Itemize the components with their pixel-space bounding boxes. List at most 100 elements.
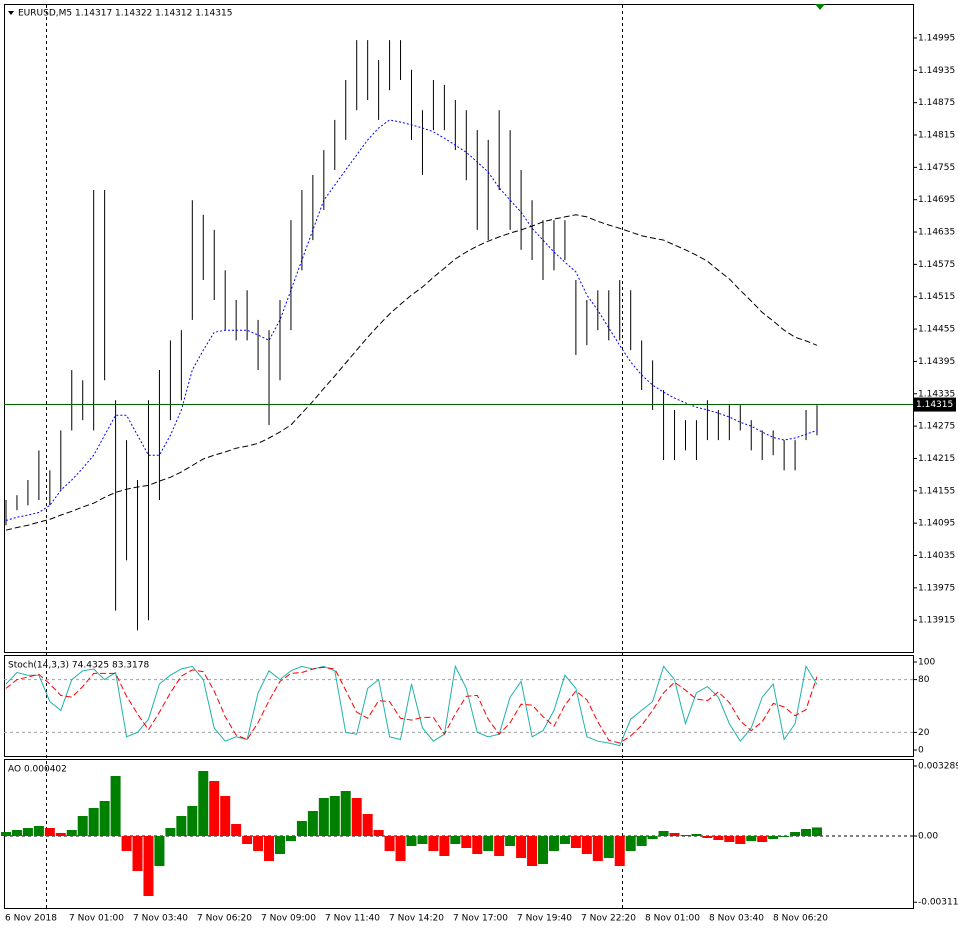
ao-column <box>209 781 220 837</box>
x-tick-label: 7 Nov 03:40 <box>133 914 188 924</box>
ao-column <box>318 797 329 837</box>
y-tick-label: 1.14155 <box>918 486 955 496</box>
y-tick-label: 1.14275 <box>918 422 955 432</box>
ao-column <box>55 832 66 837</box>
y-tick-label: 1.14815 <box>918 131 955 141</box>
y-tick-label: 1.14095 <box>918 519 955 529</box>
ao-column <box>274 836 285 855</box>
ao-column <box>33 825 44 837</box>
ao-column <box>472 836 483 855</box>
ao-column <box>735 836 746 845</box>
ao-column <box>307 810 318 837</box>
ao-column <box>253 836 264 852</box>
y-tick-label: 1.14875 <box>918 98 955 108</box>
x-tick-label: 7 Nov 19:40 <box>517 914 572 924</box>
y-tick-label: 1.13915 <box>918 616 955 626</box>
y-tick-label: 1.14395 <box>918 357 955 367</box>
ao-column <box>505 836 516 847</box>
shift-marker <box>815 4 825 10</box>
ao-column <box>559 836 570 845</box>
y-tick-label: 1.14575 <box>918 260 955 270</box>
ao-column <box>285 836 296 842</box>
x-tick-label: 8 Nov 03:40 <box>709 914 764 924</box>
y-tick-label: 1.13975 <box>918 583 955 593</box>
ao-column <box>812 827 822 837</box>
ao-column <box>702 836 713 839</box>
panel-title: AO 0.000402 <box>8 765 67 775</box>
ao-column <box>527 836 538 867</box>
x-tick-label: 7 Nov 09:00 <box>261 914 316 924</box>
ao-column <box>340 790 351 837</box>
ao-column <box>44 827 55 837</box>
ao-column <box>417 836 428 845</box>
ao-column <box>757 836 768 843</box>
x-tick-label: 7 Nov 01:00 <box>69 914 124 924</box>
ao-column <box>99 800 110 837</box>
ao-column <box>406 836 417 847</box>
price-panel <box>4 4 914 653</box>
ao-column <box>592 836 603 862</box>
stoch-line <box>5 666 818 744</box>
ao-column <box>231 823 242 837</box>
ao-column <box>790 831 801 837</box>
y-tick-label: 1.14935 <box>918 66 955 76</box>
ao-column <box>143 836 154 896</box>
y-tick-label: 1.14695 <box>918 195 955 205</box>
ao-column <box>636 836 647 847</box>
x-tick-label: 7 Nov 11:40 <box>325 914 380 924</box>
ao-column <box>187 805 198 837</box>
ao-column <box>395 836 406 862</box>
ao-column <box>351 797 362 837</box>
ao-column <box>110 776 121 837</box>
ao-column <box>66 829 77 837</box>
ao-column <box>176 815 187 837</box>
y-tick-label: 1.14215 <box>918 454 955 464</box>
ao-column <box>461 836 472 849</box>
y-tick-label: 1.14035 <box>918 551 955 561</box>
current-price-label: 1.14315 <box>916 400 953 410</box>
y-tick-label: 1.14455 <box>918 325 955 335</box>
ao-column <box>373 829 384 837</box>
y-tick-label: 1.14335 <box>918 389 955 399</box>
y-tick-label: -0.003112 <box>918 898 958 908</box>
ao-column <box>121 836 132 852</box>
ao-column <box>669 832 680 837</box>
ao-column <box>581 836 592 855</box>
y-tick-label: 20 <box>918 728 930 738</box>
ao-column <box>603 836 614 859</box>
ao-column <box>614 836 625 867</box>
x-tick-label: 7 Nov 14:20 <box>389 914 444 924</box>
y-tick-label: 0 <box>918 746 924 756</box>
ao-column <box>439 836 450 857</box>
y-tick-label: 80 <box>918 675 930 685</box>
ao-column <box>647 836 658 840</box>
y-tick-label: 0.003289 <box>918 762 958 772</box>
y-tick-label: 1.14635 <box>918 228 955 238</box>
y-tick-label: 100 <box>918 657 935 667</box>
ao-column <box>570 836 581 849</box>
ao-column <box>746 836 757 842</box>
ao-column <box>384 836 395 852</box>
ao-column <box>713 836 724 841</box>
ao-column <box>428 836 439 852</box>
ao-column <box>154 836 165 867</box>
ao-column <box>242 836 253 845</box>
ao-column <box>77 815 88 837</box>
ao-column <box>801 828 812 837</box>
y-tick-label: 1.14515 <box>918 292 955 302</box>
ao-column <box>362 813 373 837</box>
ao-column <box>658 830 669 837</box>
ao-column <box>625 836 636 852</box>
current-price-box <box>914 397 956 412</box>
ao-column <box>132 836 143 872</box>
x-tick-label: 6 Nov 2018 <box>5 914 57 924</box>
ao-column <box>680 835 691 837</box>
ao-column <box>296 820 307 837</box>
ao-column <box>450 836 461 845</box>
ao-column <box>264 836 275 862</box>
x-tick-label: 7 Nov 17:00 <box>453 914 508 924</box>
ao-column <box>483 836 494 852</box>
panel-title: Stoch(14,3,3) 74.4325 83.3178 <box>8 661 149 671</box>
